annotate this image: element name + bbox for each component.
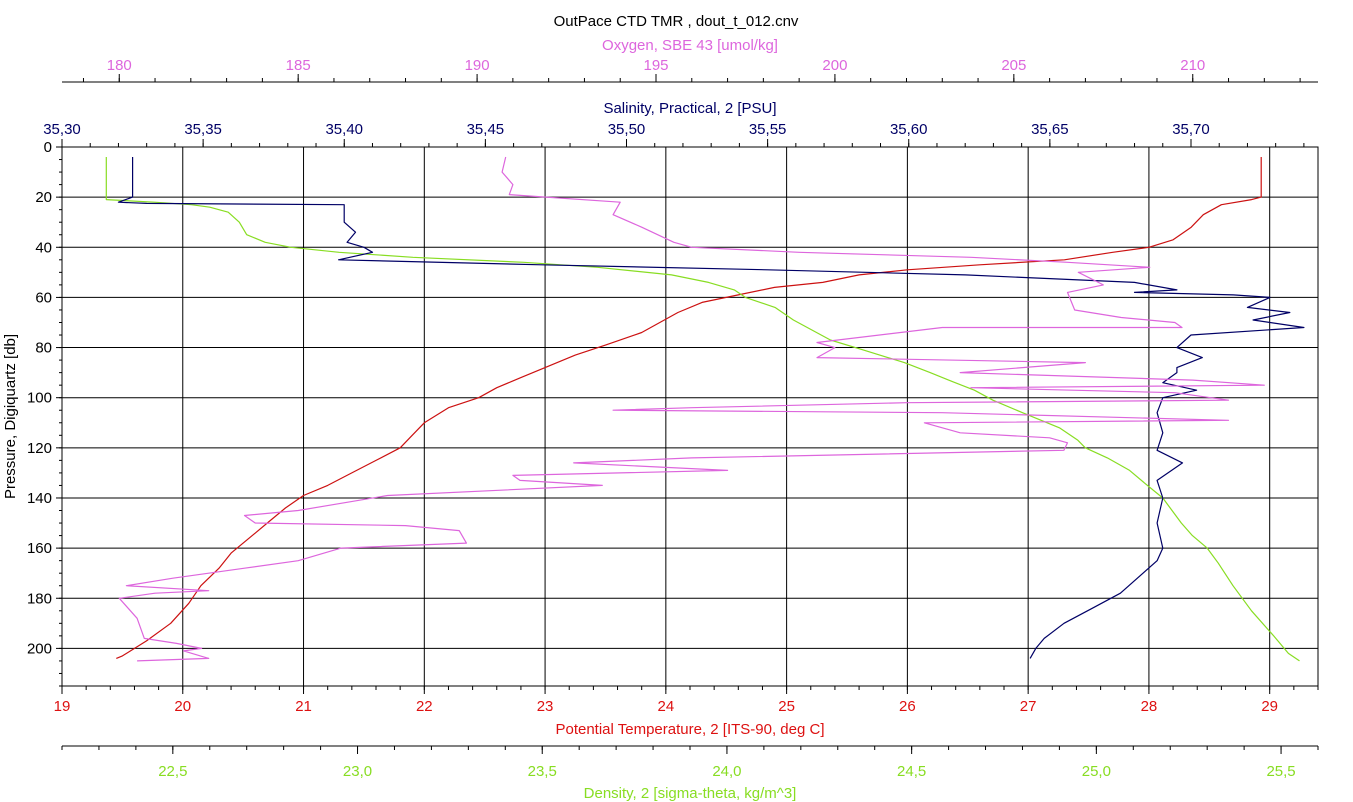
- oxygen-tick-label: 200: [822, 57, 847, 74]
- salinity-profile-line: [117, 157, 1305, 659]
- oxygen-tick-label: 180: [107, 57, 132, 74]
- y-tick-label: 0: [44, 139, 52, 156]
- salinity-tick-label: 35,30: [43, 121, 81, 138]
- temperature-tick-label: 25: [778, 698, 795, 715]
- salinity-tick-label: 35,55: [749, 121, 787, 138]
- temperature-tick-label: 29: [1261, 698, 1278, 715]
- density-profile-line: [105, 157, 1300, 662]
- salinity-tick-label: 35,40: [325, 121, 363, 138]
- density-tick-label: 25,5: [1266, 763, 1295, 780]
- oxygen-tick-label: 190: [465, 57, 490, 74]
- temperature-tick-label: 21: [295, 698, 312, 715]
- temperature-tick-label: 22: [416, 698, 433, 715]
- salinity-tick-label: 35,60: [890, 121, 928, 138]
- temperature-tick-label: 26: [899, 698, 916, 715]
- y-tick-label: 180: [27, 590, 52, 607]
- y-tick-label: 80: [35, 340, 52, 357]
- oxygen-tick-label: 210: [1180, 57, 1205, 74]
- y-tick-label: 40: [35, 239, 52, 256]
- y-tick-label: 140: [27, 490, 52, 507]
- salinity-tick-label: 35,50: [608, 121, 646, 138]
- oxygen-tick-label: 205: [1001, 57, 1026, 74]
- oxygen-tick-label: 185: [286, 57, 311, 74]
- density-tick-label: 25,0: [1082, 763, 1111, 780]
- y-tick-label: 120: [27, 440, 52, 457]
- density-tick-label: 22,5: [158, 763, 187, 780]
- plot-frame: [61, 146, 1319, 687]
- salinity-tick-label: 35,65: [1031, 121, 1069, 138]
- density-axis-title: Density, 2 [sigma-theta, kg/m^3]: [584, 785, 797, 802]
- temperature-tick-label: 28: [1141, 698, 1158, 715]
- y-tick-label: 20: [35, 189, 52, 206]
- y-tick-label: 160: [27, 540, 52, 557]
- oxygen-axis-title: Oxygen, SBE 43 [umol/kg]: [602, 37, 778, 54]
- density-tick-label: 23,5: [528, 763, 557, 780]
- temperature-axis-title: Potential Temperature, 2 [ITS-90, deg C]: [555, 721, 824, 738]
- salinity-tick-label: 35,70: [1172, 121, 1210, 138]
- density-tick-label: 24,5: [897, 763, 926, 780]
- salinity-tick-label: 35,35: [184, 121, 222, 138]
- salinity-tick-label: 35,45: [467, 121, 505, 138]
- temperature-tick-label: 23: [537, 698, 554, 715]
- temperature-tick-label: 19: [54, 698, 71, 715]
- temperature-profile-line: [116, 157, 1262, 659]
- y-tick-label: 100: [27, 390, 52, 407]
- salinity-axis-title: Salinity, Practical, 2 [PSU]: [603, 100, 776, 117]
- oxygen-tick-label: 195: [643, 57, 668, 74]
- temperature-tick-label: 20: [174, 698, 191, 715]
- density-tick-label: 23,0: [343, 763, 372, 780]
- oxygen-profile-line: [118, 156, 1265, 662]
- y-tick-label: 60: [35, 289, 52, 306]
- temperature-tick-label: 27: [1020, 698, 1037, 715]
- temperature-tick-label: 24: [658, 698, 675, 715]
- y-axis-title: Pressure, Digiquartz [db]: [2, 334, 19, 499]
- density-tick-label: 24,0: [712, 763, 741, 780]
- y-tick-label: 200: [27, 640, 52, 657]
- chart-title: OutPace CTD TMR , dout_t_012.cnv: [554, 13, 799, 30]
